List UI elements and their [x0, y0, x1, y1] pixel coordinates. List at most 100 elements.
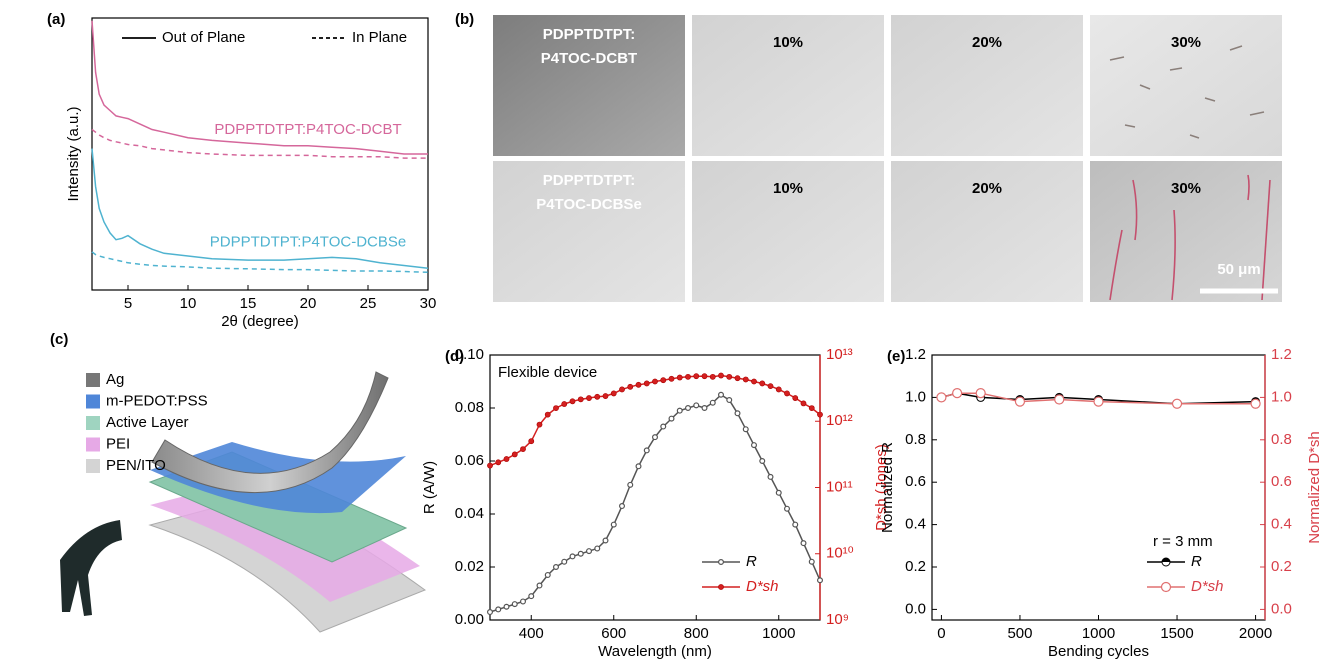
data-point: [537, 422, 542, 427]
strain-label: 10%: [773, 34, 803, 51]
data-point: [562, 401, 567, 406]
y2-tick-label: 10¹¹: [826, 478, 853, 495]
data-point: [652, 379, 657, 384]
y2-tick-label: 0.0: [1271, 600, 1292, 617]
sample-label: P4TOC-DCBSe: [536, 196, 642, 213]
panel-label: (a): [47, 11, 65, 28]
x-tick-label: 30: [420, 295, 437, 312]
x-tick-label: 2000: [1239, 625, 1272, 642]
data-point: [751, 379, 756, 384]
data-point: [586, 395, 591, 400]
data-point: [686, 406, 691, 411]
data-point: [1094, 397, 1103, 406]
layer-swatch: [86, 416, 100, 430]
scale-bar-label: 50 μm: [1217, 261, 1260, 278]
data-point: [760, 381, 765, 386]
data-point: [562, 559, 567, 564]
data-point: [504, 604, 509, 609]
data-point: [1251, 399, 1260, 408]
data-point: [520, 446, 525, 451]
data-point: [937, 393, 946, 402]
x-tick-label: 1000: [762, 625, 795, 642]
data-point: [537, 583, 542, 588]
legend-label: D*sh: [1191, 578, 1224, 595]
legend-label: R: [1191, 553, 1202, 570]
data-point: [801, 541, 806, 546]
x-tick-label: 10: [180, 295, 197, 312]
layer-label: Active Layer: [106, 414, 189, 431]
data-point: [809, 559, 814, 564]
data-point: [718, 373, 723, 378]
x-tick-label: 20: [300, 295, 317, 312]
data-point: [1015, 397, 1024, 406]
data-point: [784, 391, 789, 396]
data-point: [636, 464, 641, 469]
data-point: [620, 504, 625, 509]
data-point: [694, 374, 699, 379]
data-point: [554, 565, 559, 570]
legend-label: Out of Plane: [162, 29, 245, 46]
y-tick-label: 0.06: [455, 452, 484, 469]
data-point: [669, 416, 674, 421]
x-tick-label: 0: [937, 625, 945, 642]
data-point: [719, 392, 724, 397]
device-photo: [60, 520, 122, 616]
y-tick-label: 0.08: [455, 399, 484, 416]
data-point: [611, 391, 616, 396]
layer-label: PEN/ITO: [106, 457, 166, 474]
data-point: [628, 482, 633, 487]
data-point: [743, 377, 748, 382]
strain-label: 30%: [1171, 34, 1201, 51]
data-point: [710, 400, 715, 405]
legend-marker: [1162, 583, 1171, 592]
page: (a)510152025302θ (degree)Intensity (a.u.…: [0, 0, 1319, 661]
strain-label: 20%: [972, 180, 1002, 197]
y2-tick-label: 1.2: [1271, 346, 1292, 363]
data-point: [488, 610, 493, 615]
legend-title: r = 3 mm: [1153, 533, 1213, 550]
data-point: [653, 435, 658, 440]
data-point: [768, 475, 773, 480]
data-point: [727, 374, 732, 379]
data-point: [953, 389, 962, 398]
data-point: [776, 490, 781, 495]
y2-axis-label: Normalized D*sh: [1306, 431, 1319, 544]
data-point: [636, 382, 641, 387]
y-axis-label: R (A/W): [421, 461, 438, 514]
data-point: [603, 538, 608, 543]
legend-marker: [1162, 558, 1170, 566]
x-tick-label: 800: [684, 625, 709, 642]
strain-label: 20%: [972, 34, 1002, 51]
data-point: [661, 424, 666, 429]
x-axis-label: Bending cycles: [1048, 643, 1149, 660]
y-tick-label: 0.02: [455, 558, 484, 575]
panel-label: (e): [887, 348, 905, 365]
data-point: [677, 375, 682, 380]
panel-label: (c): [50, 331, 68, 348]
x-tick-label: 15: [240, 295, 257, 312]
data-point: [669, 376, 674, 381]
data-point: [710, 374, 715, 379]
data-point: [496, 460, 501, 465]
y-tick-label: 0.8: [905, 431, 926, 448]
data-point: [570, 554, 575, 559]
x-tick-label: 1000: [1082, 625, 1115, 642]
panel-label: (b): [455, 11, 474, 28]
data-point: [521, 599, 526, 604]
y2-tick-label: 0.2: [1271, 558, 1292, 575]
data-point: [619, 387, 624, 392]
data-point: [685, 374, 690, 379]
y-tick-label: 0.4: [905, 516, 926, 533]
y-tick-label: 0.04: [455, 505, 484, 522]
data-point: [603, 393, 608, 398]
data-point: [487, 463, 492, 468]
y-tick-label: 1.0: [905, 388, 926, 405]
y-tick-label: 0.6: [905, 473, 926, 490]
data-point: [760, 459, 765, 464]
layer-label: m-PEDOT:PSS: [106, 392, 208, 409]
x-tick-label: 1500: [1160, 625, 1193, 642]
data-point: [644, 381, 649, 386]
data-point: [496, 607, 501, 612]
data-point: [817, 412, 822, 417]
layer-label: PEI: [106, 435, 130, 452]
